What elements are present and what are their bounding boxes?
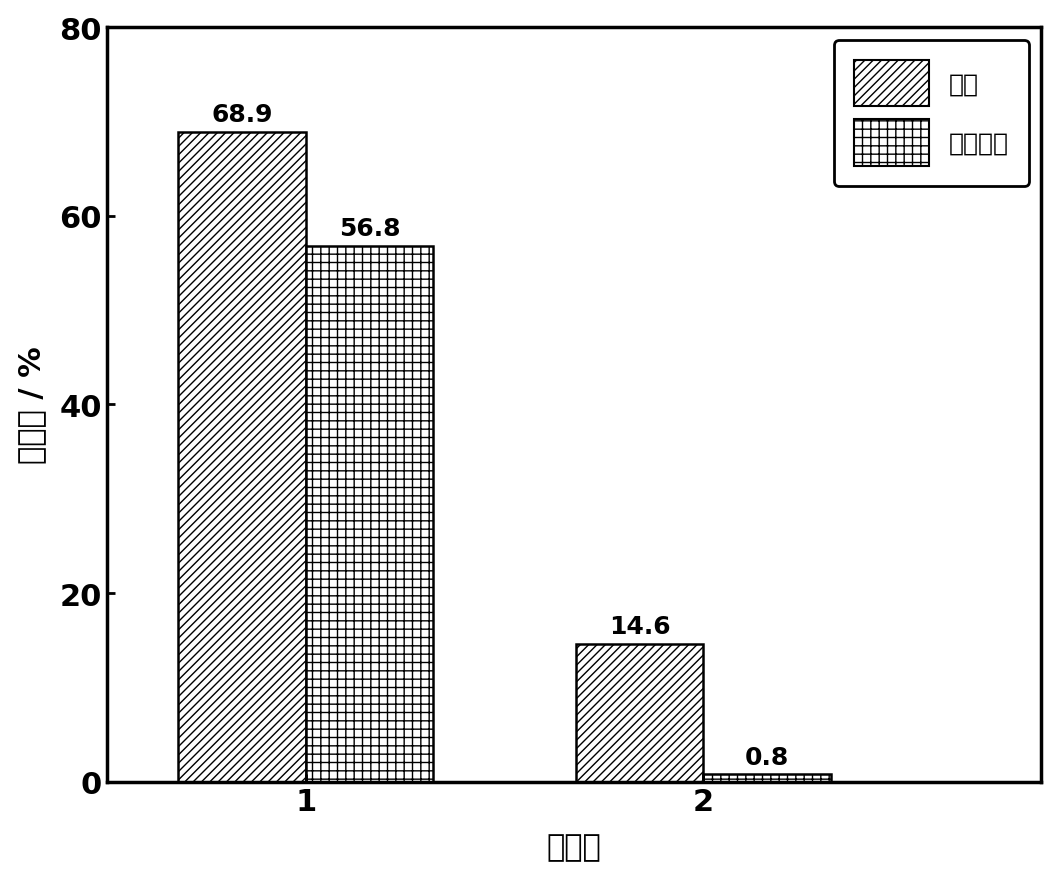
- Text: 68.9: 68.9: [212, 103, 273, 127]
- Bar: [179, 133, 306, 782]
- Y-axis label: 脱除率 / %: 脱除率 / %: [17, 346, 45, 464]
- Bar: [306, 247, 433, 782]
- Legend: 苯胺, 苯并噎吱: 苯胺, 苯并噎吱: [834, 40, 1028, 186]
- Text: 0.8: 0.8: [745, 745, 789, 769]
- Bar: [704, 774, 831, 782]
- Bar: [577, 644, 704, 782]
- Text: 14.6: 14.6: [609, 615, 671, 638]
- X-axis label: 精制剂: 精制剂: [547, 832, 602, 861]
- Text: 56.8: 56.8: [339, 217, 400, 241]
